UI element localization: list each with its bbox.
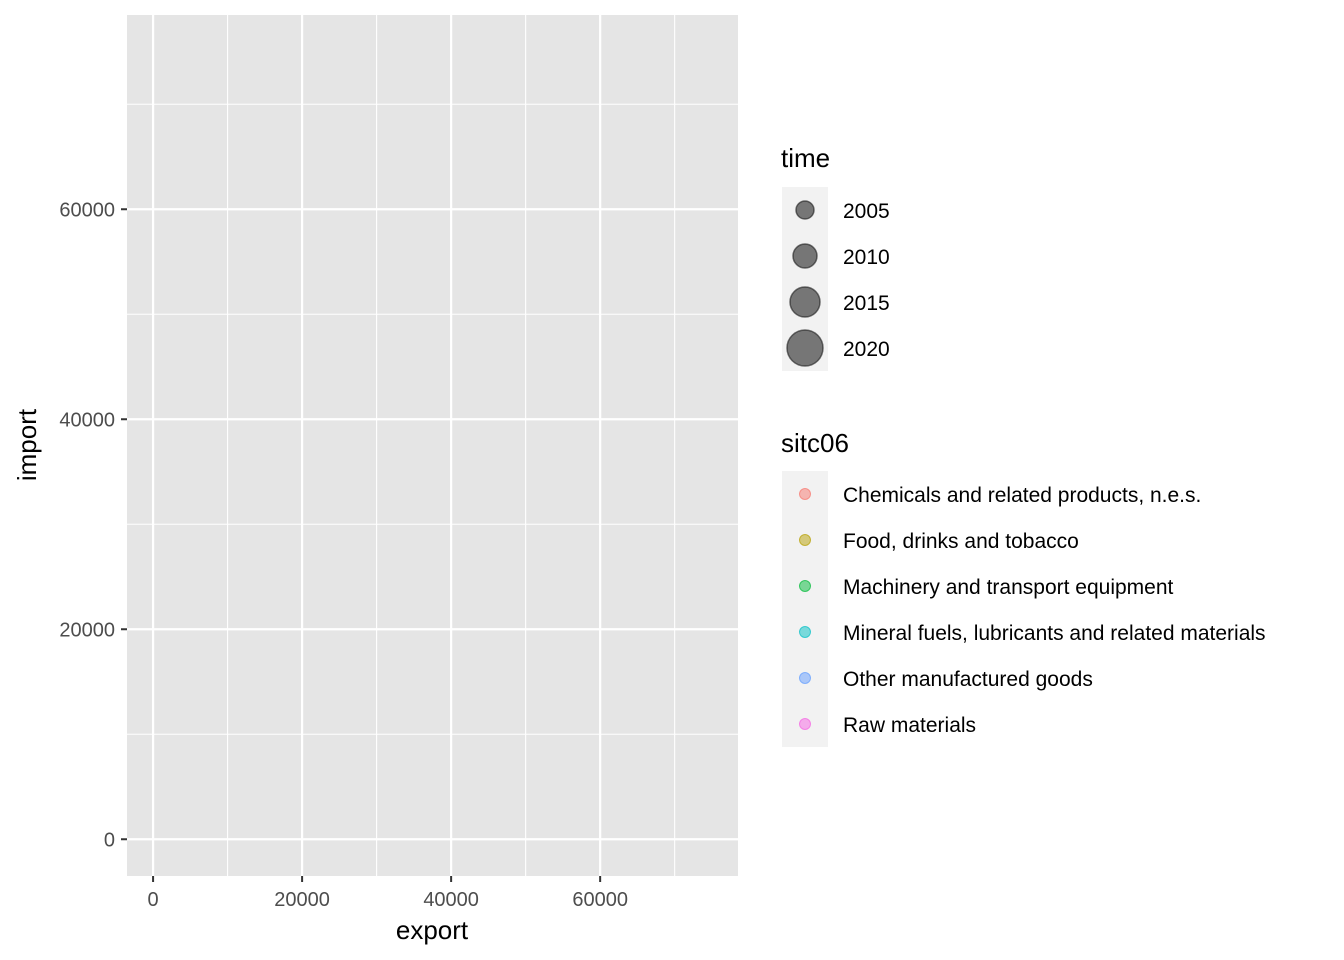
legend-label-sitc06: Mineral fuels, lubricants and related ma… <box>843 622 1266 645</box>
legend-color-key <box>799 672 811 684</box>
legend-color-key <box>799 626 811 638</box>
x-axis-title: export <box>396 915 469 945</box>
legend-key-background <box>782 471 828 747</box>
axes: 0 20000 40000 60000 0 20000 40000 60000 <box>59 199 628 911</box>
legend-size-key <box>789 286 821 318</box>
legend-label-sitc06: Raw materials <box>843 714 976 737</box>
y-tick-label: 60000 <box>59 199 115 221</box>
x-tick-label: 60000 <box>572 889 628 911</box>
x-tick-label: 0 <box>148 889 159 911</box>
legend-label-sitc06: Other manufactured goods <box>843 668 1093 691</box>
legend-label-time: 2015 <box>843 292 890 315</box>
legend-title-time: time <box>781 143 830 173</box>
legend-color-key <box>799 718 811 730</box>
legend-label-time: 2010 <box>843 246 890 269</box>
x-tick-label: 40000 <box>423 889 479 911</box>
legend-label-sitc06: Food, drinks and tobacco <box>843 530 1079 553</box>
legends: time 2005 2010 2015 2020 sitc06 Chemicals and … <box>781 143 1266 747</box>
legend-size-key <box>786 329 824 367</box>
y-tick-label: 20000 <box>59 619 115 641</box>
legend-color-key <box>799 488 811 500</box>
legend-label-time: 2005 <box>843 200 890 223</box>
y-tick-label: 0 <box>104 829 115 851</box>
legend-label-sitc06: Chemicals and related products, n.e.s. <box>843 484 1201 507</box>
legend-size-key <box>795 200 815 220</box>
legend-size-key <box>792 243 818 269</box>
legend-color-key <box>799 580 811 592</box>
y-axis-title: import <box>12 408 42 481</box>
legend-label-time: 2020 <box>843 338 890 361</box>
x-tick-label: 20000 <box>274 889 330 911</box>
legend-title-sitc06: sitc06 <box>781 428 849 458</box>
legend-label-sitc06: Machinery and transport equipment <box>843 576 1174 599</box>
grid-lines <box>127 15 738 876</box>
legend-color-key <box>799 534 811 546</box>
y-tick-label: 40000 <box>59 409 115 431</box>
plot-panel <box>127 15 738 876</box>
